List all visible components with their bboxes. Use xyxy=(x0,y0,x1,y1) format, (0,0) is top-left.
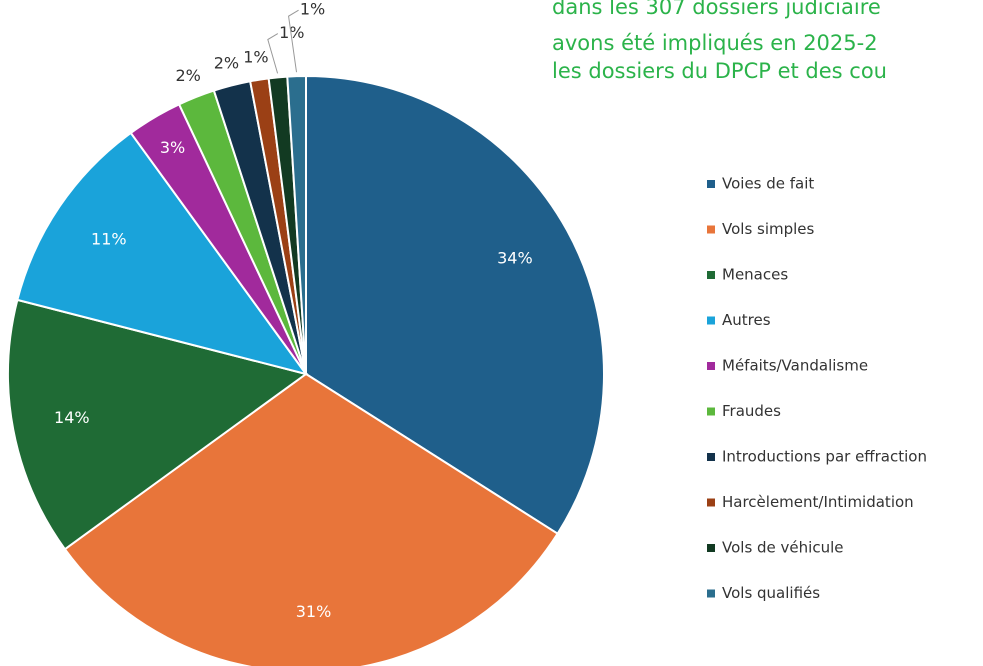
legend-swatch xyxy=(707,453,715,461)
legend-swatch xyxy=(707,180,715,188)
legend-swatch xyxy=(707,316,715,325)
legend-swatch xyxy=(707,498,715,507)
slice-label: 1% xyxy=(279,23,304,42)
header-line: dans les 307 dossiers judiciaire xyxy=(552,0,881,19)
leader-line xyxy=(267,33,279,74)
legend-label: Vols de véhicule xyxy=(722,539,843,557)
slice-label: 31% xyxy=(296,602,332,621)
legend-label: Autres xyxy=(722,311,771,329)
leader-line xyxy=(288,9,299,73)
legend-swatch xyxy=(707,589,715,598)
legend-label: Vols qualifiés xyxy=(722,584,820,602)
legend-swatch xyxy=(707,407,715,416)
header-line: les dossiers du DPCP et des cou xyxy=(552,59,887,83)
legend-swatch xyxy=(707,271,715,279)
slice-label: 2% xyxy=(214,54,239,73)
slice-label: 11% xyxy=(91,229,127,248)
legend-label: Vols simples xyxy=(722,220,815,238)
pie-slice xyxy=(16,131,309,376)
slice-label: 34% xyxy=(497,249,533,268)
pie-slice xyxy=(63,372,559,666)
slice-label: 1% xyxy=(243,47,268,66)
legend-swatch xyxy=(707,225,715,234)
legend-label: Harcèlement/Intimidation xyxy=(722,493,914,511)
header-line: avons été impliqués en 2025-2 xyxy=(552,31,878,55)
slice-label: 14% xyxy=(54,408,90,427)
pie-slice xyxy=(305,74,605,536)
pie-slice xyxy=(7,298,309,551)
slice-label: 3% xyxy=(160,138,185,157)
legend-swatch xyxy=(707,544,715,552)
pie-slice xyxy=(286,74,307,375)
slice-label: 1% xyxy=(300,0,325,19)
legend-label: Méfaits/Vandalisme xyxy=(722,357,868,375)
slice-label: 2% xyxy=(176,66,201,85)
legend-label: Voies de fait xyxy=(722,175,814,193)
legend-label: Fraudes xyxy=(722,402,781,420)
legend-label: Introductions par effraction xyxy=(722,448,927,466)
legend-swatch xyxy=(707,362,715,370)
legend-label: Menaces xyxy=(722,266,788,284)
